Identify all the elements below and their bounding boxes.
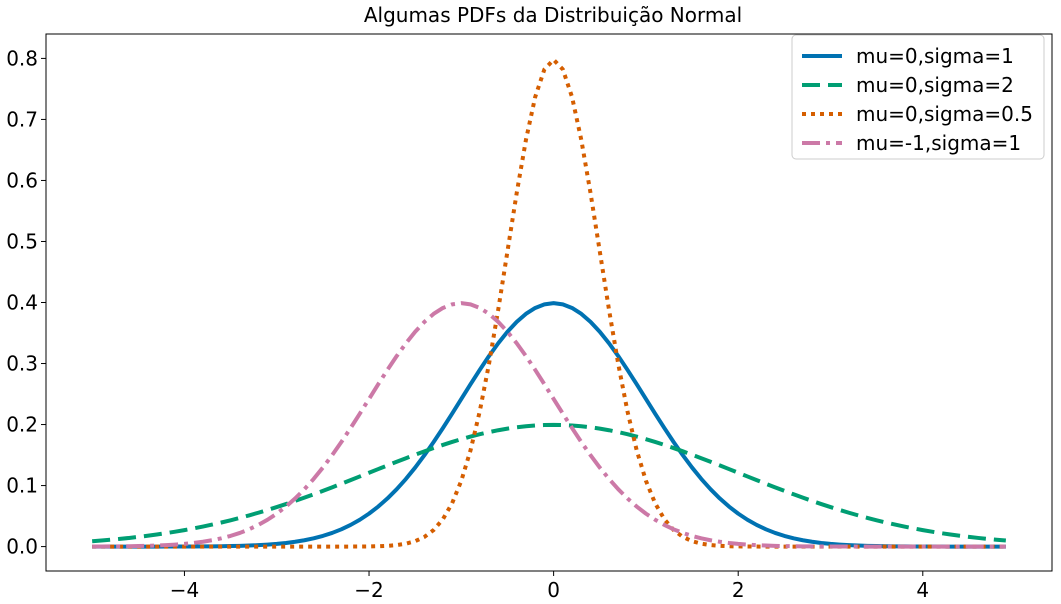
legend-label-4: mu=-1,sigma=1 — [856, 131, 1021, 155]
y-tick-label: 0.7 — [6, 107, 38, 131]
y-tick-label: 0.5 — [6, 229, 38, 253]
chart-title: Algumas PDFs da Distribuição Normal — [364, 3, 742, 27]
x-tick-label: 4 — [916, 578, 929, 602]
legend-label-3: mu=0,sigma=0.5 — [856, 102, 1033, 126]
series-line-2 — [91, 422, 1007, 544]
series-line-1 — [92, 301, 1006, 549]
series-line-3 — [92, 57, 1006, 549]
y-tick-label: 0.4 — [6, 291, 38, 315]
y-tick-label: 0.0 — [6, 535, 38, 559]
legend-box — [791, 34, 1045, 160]
x-tick-label: 2 — [732, 578, 745, 602]
y-axis: 0.0 0.1 0.2 0.3 0.4 0.5 0.6 0.7 0.8 — [6, 46, 46, 559]
y-tick-label: 0.6 — [6, 168, 38, 192]
y-tick-label: 0.2 — [6, 413, 38, 437]
x-tick-label: 0 — [547, 578, 560, 602]
legend: mu=0,sigma=1 mu=0,sigma=2 mu=0,sigma=0.5 mu… — [791, 34, 1045, 160]
x-tick-label: −4 — [170, 578, 199, 602]
legend-label-2: mu=0,sigma=2 — [856, 73, 1014, 97]
y-tick-label: 0.3 — [6, 352, 38, 376]
legend-label-1: mu=0,sigma=1 — [856, 44, 1014, 68]
series-line-4 — [92, 301, 1006, 549]
x-tick-label: −2 — [354, 578, 383, 602]
plot-lines — [91, 57, 1007, 549]
y-tick-label: 0.8 — [6, 46, 38, 70]
y-tick-label: 0.1 — [6, 474, 38, 498]
x-axis: −4 −2 0 2 4 — [170, 571, 929, 602]
